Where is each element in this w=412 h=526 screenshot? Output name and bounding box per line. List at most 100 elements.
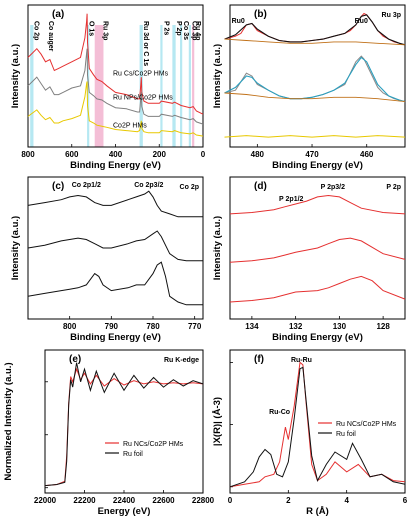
x-tick-label: 22200 <box>73 496 96 505</box>
x-axis-label: Energy (eV) <box>98 506 151 517</box>
element-label: P 2p <box>386 184 401 191</box>
x-tick-label: 4 <box>344 496 349 505</box>
series-line <box>27 48 204 125</box>
y-axis-label: Normalized Intensity (a.u.) <box>3 362 14 480</box>
peak-annotation: O 1s <box>88 21 95 36</box>
series-line <box>44 362 204 487</box>
chart-panel-e: 22000 22200 22400 22600 22800 Energy (eV) Norm… <box>3 349 215 517</box>
x-axis-label: Binding Energy (eV) <box>272 332 363 343</box>
x-tick-label: 460 <box>360 150 374 159</box>
element-label: Ru K-edge <box>164 357 199 364</box>
series-line <box>224 14 406 46</box>
peak-annotation: Ru 4p <box>194 21 201 40</box>
axes-frame <box>44 349 204 494</box>
legend-label: Ru NCs/Co2P HMs <box>336 421 397 428</box>
x-tick-label: 22000 <box>34 496 57 505</box>
series-line <box>27 261 203 306</box>
axes-frame <box>229 176 406 320</box>
peak-annotation: P 2s <box>162 21 169 35</box>
x-tick-label: 800 <box>63 322 77 331</box>
x-tick-label: 780 <box>146 322 160 331</box>
highlight-band <box>188 25 191 147</box>
legend-label: Ru foil <box>123 451 143 458</box>
series-line <box>224 135 406 138</box>
peak-label: Ru0 <box>355 18 368 25</box>
x-tick-label: 128 <box>376 322 390 331</box>
series-line <box>44 367 204 487</box>
peak-label: P 2p1/2 <box>279 196 303 203</box>
peak-label: Ru0 <box>232 18 245 25</box>
x-tick-label: 130 <box>333 322 347 331</box>
series-line <box>224 56 406 103</box>
highlight-band <box>180 25 183 147</box>
x-axis-label: Binding Energy (eV) <box>272 160 363 171</box>
element-label: Ru 3p <box>382 12 401 19</box>
series-line <box>229 237 406 263</box>
x-axis-label: Binding Energy (eV) <box>70 160 161 171</box>
panel-label: (e) <box>69 354 81 365</box>
axes-frame <box>27 176 204 320</box>
y-axis-label: Intensity (a.u.) <box>212 44 223 108</box>
x-tick-label: 480 <box>251 150 265 159</box>
series-line <box>224 55 406 103</box>
x-axis-label: R (Å) <box>306 506 329 517</box>
peak-annotation: P 2p <box>175 21 182 36</box>
axes-frame <box>229 4 406 148</box>
series-line <box>27 13 204 115</box>
peak-label: Co 2p1/2 <box>72 182 101 189</box>
x-axis-label: Binding Energy (eV) <box>70 332 161 343</box>
element-label: Co 2p <box>180 184 199 191</box>
peak-annotation: Ru-Co <box>269 409 290 416</box>
x-tick-label: 22400 <box>113 496 136 505</box>
series-line <box>27 230 203 262</box>
series-label: Ru NPs/Co2P HMs <box>113 94 173 101</box>
x-tick-label: 0 <box>228 496 233 505</box>
chart-panel-d: 134 132 130 128 Binding Energy (eV) Intensity… <box>212 176 406 343</box>
peak-label: Co 2p3/2 <box>134 182 163 189</box>
x-tick-label: 22800 <box>192 496 215 505</box>
highlight-band <box>30 25 34 147</box>
legend-label: Ru foil <box>336 431 356 438</box>
panel-label: (b) <box>254 9 267 20</box>
series-line <box>229 275 406 303</box>
y-axis-label: Intensity (a.u.) <box>212 216 223 280</box>
x-tick-label: 6 <box>403 496 408 505</box>
panel-label: (f) <box>254 354 264 365</box>
peak-annotation: Ru 3d or C 1s <box>142 21 149 66</box>
series-line <box>224 38 406 46</box>
y-axis-label: Intensity (a.u.) <box>10 44 21 108</box>
peak-annotation: Co 3s <box>182 21 189 40</box>
series-line <box>224 92 406 103</box>
x-tick-label: 200 <box>153 150 167 159</box>
peak-annotation: Co 2p <box>32 21 39 40</box>
chart-panel-c: 800 790 780 770 Binding Energy (eV) Intensity… <box>10 176 204 343</box>
x-tick-label: 132 <box>289 322 303 331</box>
x-tick-label: 2 <box>286 496 291 505</box>
series-label: Ru Cs/Co2P HMs <box>113 70 169 77</box>
series-line <box>27 190 203 218</box>
series-label: Co2P HMs <box>113 123 147 130</box>
axes-frame <box>229 349 406 494</box>
highlight-band <box>160 25 163 147</box>
x-tick-label: 770 <box>188 322 202 331</box>
peak-annotation: Ru-Ru <box>291 357 312 364</box>
x-tick-label: 134 <box>245 322 259 331</box>
chart-panel-f: 0 2 4 6 R (Å) |X(R)| (Å-3) (f) Ru NCs/Co2P HMs R… <box>212 349 408 517</box>
x-tick-label: 600 <box>65 150 79 159</box>
peak-label: P 2p3/2 <box>321 184 345 191</box>
panel-label: (a) <box>52 9 64 20</box>
peak-annotation: Co auger <box>47 21 54 52</box>
peak-annotation: Ru 3p <box>102 21 109 40</box>
series-line <box>27 81 204 137</box>
x-tick-label: 470 <box>305 150 319 159</box>
panel-label: (d) <box>254 181 267 192</box>
peak-annotation: Co 3p <box>190 21 197 40</box>
x-tick-label: 0 <box>201 150 206 159</box>
panel-label: (c) <box>52 181 64 192</box>
x-tick-label: 800 <box>21 150 35 159</box>
highlight-band <box>172 25 176 147</box>
x-tick-label: 400 <box>109 150 123 159</box>
legend-label: Ru NCs/Co2P HMs <box>123 441 184 448</box>
